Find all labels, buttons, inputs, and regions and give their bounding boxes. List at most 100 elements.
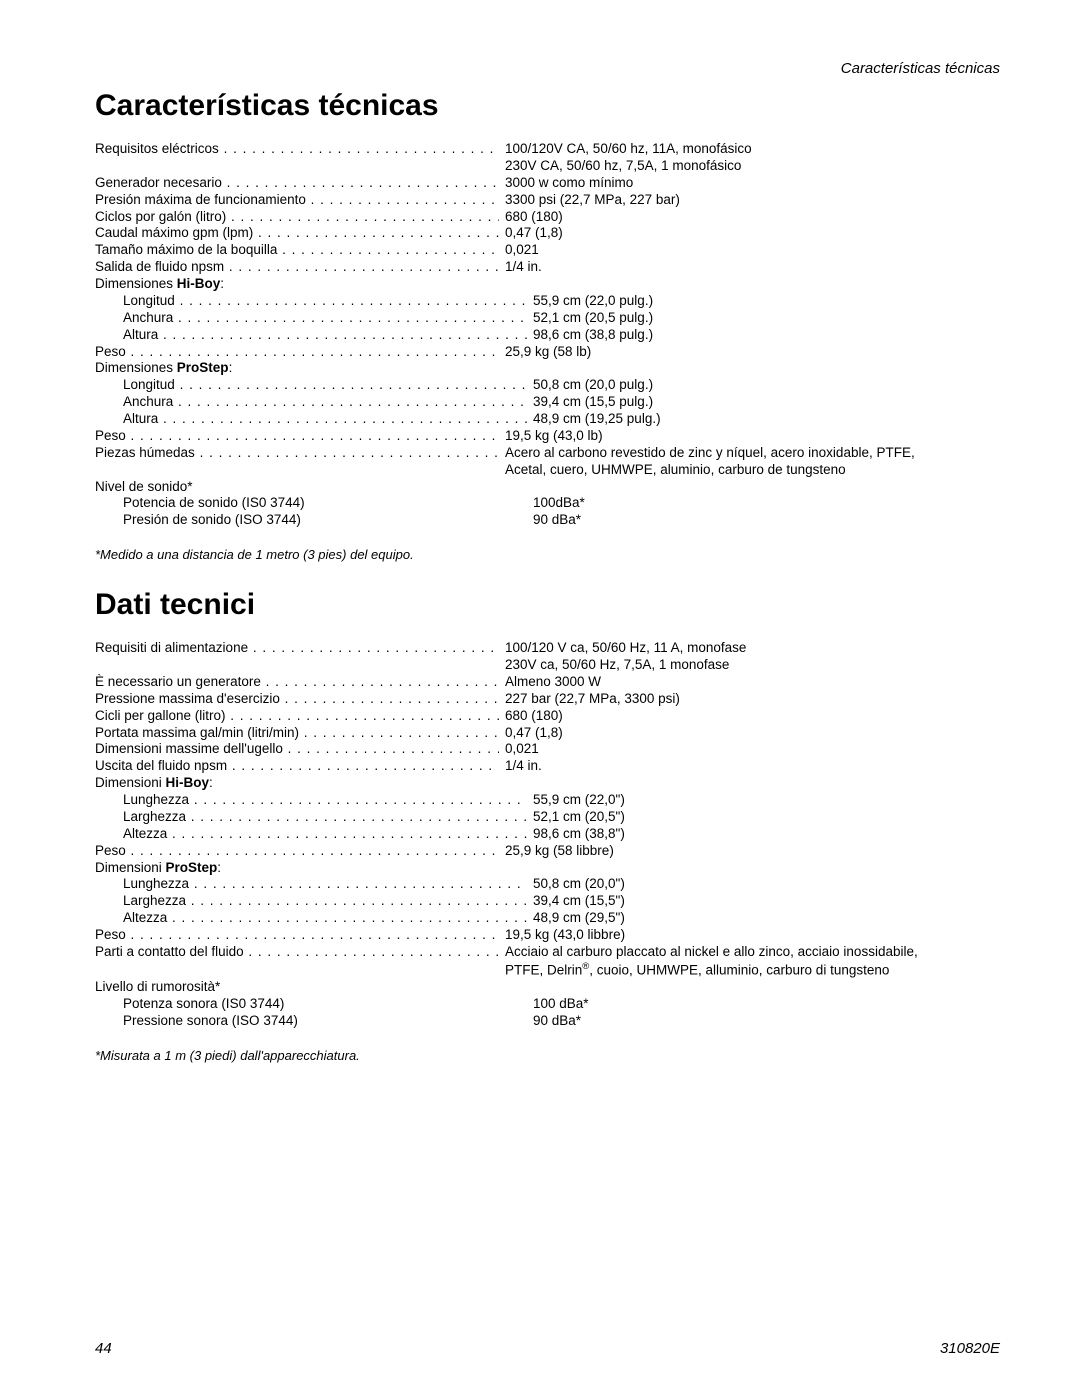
spec-row: Altura48,9 cm (19,25 pulg.) — [95, 411, 1000, 428]
spec-label: Parti a contatto del fluido — [95, 944, 499, 961]
spec-row: Dimensioni ProStep: — [95, 860, 1000, 877]
spec-label: Altura — [95, 411, 527, 428]
page-footer: 44 310820E — [95, 1340, 1000, 1357]
spec-value: 100/120V CA, 50/60 hz, 11A, monofásico23… — [499, 141, 1000, 175]
spec-row: Pressione sonora (ISO 3744)90 dBa* — [95, 1013, 1000, 1030]
spec-label: Pressione sonora (ISO 3744) — [95, 1013, 527, 1030]
spec-value: 25,9 kg (58 lb) — [499, 344, 1000, 361]
spec-value: 39,4 cm (15,5 pulg.) — [527, 394, 1000, 411]
spec-row: Livello di rumorosità* — [95, 979, 1000, 996]
spec-list-it: Requisiti di alimentazione100/120 V ca, … — [95, 640, 1000, 1030]
spec-row: Larghezza39,4 cm (15,5") — [95, 893, 1000, 910]
spec-label: Nivel de sonido* — [95, 479, 499, 496]
spec-label: Livello di rumorosità* — [95, 979, 499, 996]
spec-value: Almeno 3000 W — [499, 674, 1000, 691]
spec-row: Altezza98,6 cm (38,8") — [95, 826, 1000, 843]
spec-row: Longitud55,9 cm (22,0 pulg.) — [95, 293, 1000, 310]
footnote-it: *Misurata a 1 m (3 piedi) dall'apparecch… — [95, 1048, 1000, 1063]
spec-value: 680 (180) — [499, 209, 1000, 226]
spec-label: Salida de fluido npsm — [95, 259, 499, 276]
spec-value: 100 dBa* — [527, 996, 1000, 1013]
spec-row: Lunghezza50,8 cm (20,0") — [95, 876, 1000, 893]
spec-value: Acciaio al carburo placcato al nickel e … — [499, 944, 1000, 979]
spec-label: Altezza — [95, 826, 527, 843]
spec-row: Peso25,9 kg (58 lb) — [95, 344, 1000, 361]
doc-number: 310820E — [940, 1340, 1000, 1357]
page-number: 44 — [95, 1340, 112, 1357]
spec-value: 100dBa* — [527, 495, 1000, 512]
spec-row: Nivel de sonido* — [95, 479, 1000, 496]
spec-label: È necessario un generatore — [95, 674, 499, 691]
page: Características técnicas Características… — [0, 0, 1080, 1397]
spec-label: Ciclos por galón (litro) — [95, 209, 499, 226]
spec-row: Peso19,5 kg (43,0 lb) — [95, 428, 1000, 445]
spec-value: 1/4 in. — [499, 259, 1000, 276]
spec-value: 3300 psi (22,7 MPa, 227 bar) — [499, 192, 1000, 209]
spec-label: Portata massima gal/min (litri/min) — [95, 725, 499, 742]
spec-label: Peso — [95, 927, 499, 944]
spec-row: Cicli per gallone (litro)680 (180) — [95, 708, 1000, 725]
spec-row: Potencia de sonido (IS0 3744)100dBa* — [95, 495, 1000, 512]
spec-label: Generador necesario — [95, 175, 499, 192]
spec-value: 1/4 in. — [499, 758, 1000, 775]
spec-row: Altura98,6 cm (38,8 pulg.) — [95, 327, 1000, 344]
spec-label: Piezas húmedas — [95, 445, 499, 462]
spec-value: 52,1 cm (20,5") — [527, 809, 1000, 826]
spec-row: Generador necesario3000 w como mínimo — [95, 175, 1000, 192]
spec-value: 98,6 cm (38,8 pulg.) — [527, 327, 1000, 344]
spec-value: 3000 w como mínimo — [499, 175, 1000, 192]
spec-label: Anchura — [95, 310, 527, 327]
spec-label: Tamaño máximo de la boquilla — [95, 242, 499, 259]
spec-label: Uscita del fluido npsm — [95, 758, 499, 775]
spec-row: Anchura52,1 cm (20,5 pulg.) — [95, 310, 1000, 327]
spec-value: 25,9 kg (58 libbre) — [499, 843, 1000, 860]
spec-label: Dimensioni massime dell'ugello — [95, 741, 499, 758]
footnote-es: *Medido a una distancia de 1 metro (3 pi… — [95, 547, 1000, 562]
spec-label: Potenza sonora (IS0 3744) — [95, 996, 527, 1013]
spec-row: Uscita del fluido npsm1/4 in. — [95, 758, 1000, 775]
spec-row: Pressione massima d'esercizio227 bar (22… — [95, 691, 1000, 708]
spec-row: Peso19,5 kg (43,0 libbre) — [95, 927, 1000, 944]
spec-value: 0,021 — [499, 741, 1000, 758]
spec-row: Requisiti di alimentazione100/120 V ca, … — [95, 640, 1000, 674]
spec-label: Presión de sonido (ISO 3744) — [95, 512, 527, 529]
spec-value: 90 dBa* — [527, 512, 1000, 529]
spec-row: Presión máxima de funcionamiento3300 psi… — [95, 192, 1000, 209]
spec-value: 90 dBa* — [527, 1013, 1000, 1030]
spec-label: Requisitos eléctricos — [95, 141, 499, 158]
spec-row: Dimensiones Hi-Boy: — [95, 276, 1000, 293]
spec-row: Ciclos por galón (litro)680 (180) — [95, 209, 1000, 226]
spec-label: Requisiti di alimentazione — [95, 640, 499, 657]
spec-value: 100/120 V ca, 50/60 Hz, 11 A, monofase23… — [499, 640, 1000, 674]
spec-value: 55,9 cm (22,0") — [527, 792, 1000, 809]
spec-value: 19,5 kg (43,0 lb) — [499, 428, 1000, 445]
spec-row: Requisitos eléctricos100/120V CA, 50/60 … — [95, 141, 1000, 175]
spec-row: Portata massima gal/min (litri/min)0,47 … — [95, 725, 1000, 742]
spec-label: Cicli per gallone (litro) — [95, 708, 499, 725]
spec-value: 0,47 (1,8) — [499, 225, 1000, 242]
spec-value: 50,8 cm (20,0 pulg.) — [527, 377, 1000, 394]
spec-label: Anchura — [95, 394, 527, 411]
spec-label: Pressione massima d'esercizio — [95, 691, 499, 708]
spec-row: Salida de fluido npsm1/4 in. — [95, 259, 1000, 276]
spec-value: 39,4 cm (15,5") — [527, 893, 1000, 910]
spec-row: Dimensiones ProStep: — [95, 360, 1000, 377]
spec-row: Altezza48,9 cm (29,5") — [95, 910, 1000, 927]
spec-label: Dimensiones ProStep: — [95, 360, 499, 377]
spec-row: È necessario un generatoreAlmeno 3000 W — [95, 674, 1000, 691]
spec-label: Larghezza — [95, 893, 527, 910]
section-title-es: Características técnicas — [95, 89, 1000, 123]
spec-value: 0,47 (1,8) — [499, 725, 1000, 742]
spec-label: Peso — [95, 843, 499, 860]
spec-value: 227 bar (22,7 MPa, 3300 psi) — [499, 691, 1000, 708]
spec-row: Longitud50,8 cm (20,0 pulg.) — [95, 377, 1000, 394]
spec-label: Larghezza — [95, 809, 527, 826]
spec-label: Longitud — [95, 293, 527, 310]
spec-label: Dimensiones Hi-Boy: — [95, 276, 499, 293]
spec-row: Lunghezza55,9 cm (22,0") — [95, 792, 1000, 809]
spec-label: Altezza — [95, 910, 527, 927]
spec-value: Acero al carbono revestido de zinc y níq… — [499, 445, 1000, 479]
section-title-it: Dati tecnici — [95, 588, 1000, 622]
spec-row: Dimensioni massime dell'ugello0,021 — [95, 741, 1000, 758]
spec-label: Caudal máximo gpm (lpm) — [95, 225, 499, 242]
